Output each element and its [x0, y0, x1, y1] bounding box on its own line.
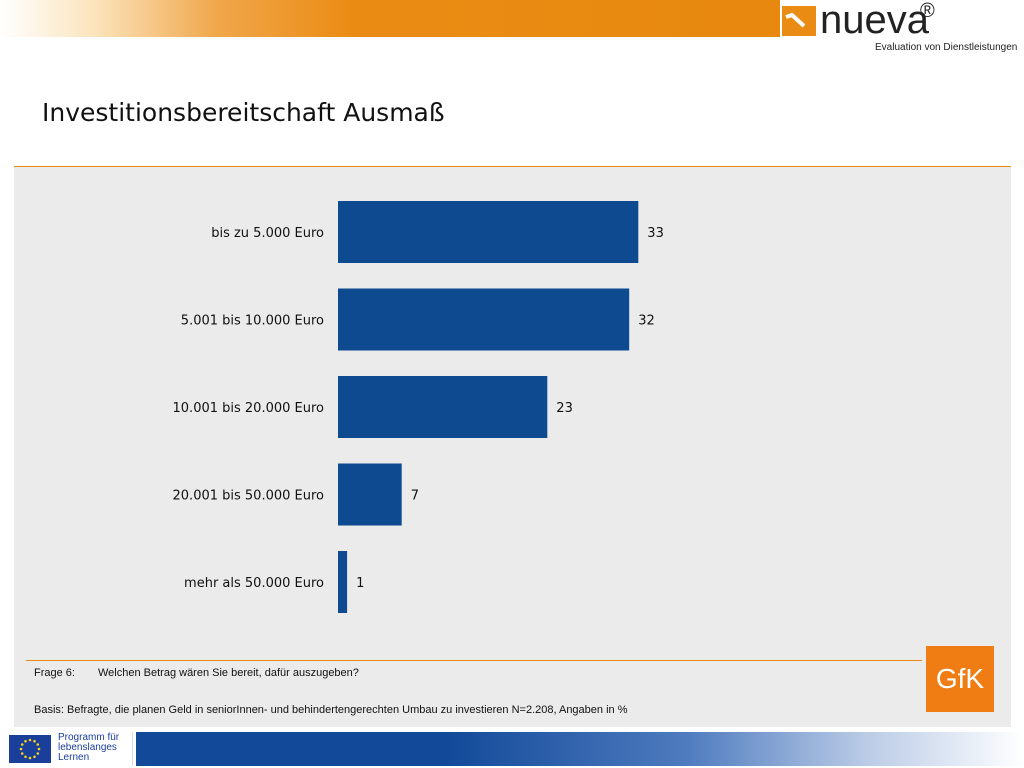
eu-program-line: lebenslanges [58, 742, 117, 753]
eu-program-line: Programm für [58, 732, 120, 743]
eu-star-icon [24, 755, 27, 759]
eu-program-box: Programm für lebenslanges Lernen [6, 732, 133, 766]
eu-star-icon [36, 752, 40, 755]
basis-note: Basis: Befragte, die planen Geld in seni… [34, 704, 628, 716]
category-label: bis zu 5.000 Euro [211, 226, 324, 241]
question-line: Frage 6: Welchen Betrag wären Sie bereit,… [34, 667, 359, 679]
nueva-logo: nueva ® Evaluation von Dienstleistungen [780, 0, 1024, 62]
category-label: mehr als 50.000 Euro [184, 576, 324, 591]
category-label: 5.001 bis 10.000 Euro [181, 314, 324, 329]
eu-program-line: Lernen [58, 752, 90, 763]
question-label: Frage 6: [34, 667, 75, 679]
eu-star-icon [33, 739, 36, 743]
nueva-logo-mark-icon [782, 6, 816, 36]
bar [338, 463, 402, 526]
question-text: Welchen Betrag wären Sie bereit, dafür a… [98, 667, 359, 679]
logo-subtitle: Evaluation von Dienstleistungen [875, 42, 1018, 53]
eu-star-icon [28, 756, 32, 760]
eu-star-icon [19, 747, 23, 751]
value-label: 32 [638, 314, 655, 329]
page-title: Investitionsbereitschaft Ausmaß [42, 98, 445, 127]
category-label: 20.001 bis 50.000 Euro [173, 489, 325, 504]
eu-star-icon [28, 738, 32, 742]
logo-wordmark: nueva [820, 0, 929, 42]
bar [338, 376, 548, 438]
gfk-logo: GfK [926, 646, 994, 712]
value-label: 1 [356, 576, 364, 591]
bottom-blue-band [136, 732, 1024, 766]
value-label: 7 [411, 489, 419, 504]
value-label: 23 [556, 401, 573, 416]
eu-star-icon [33, 755, 36, 759]
eu-flag-icon [9, 735, 51, 763]
value-label: 33 [647, 226, 664, 241]
bar-chart: bis zu 5.000 Euro 33 5.001 bis 10.000 Euro… [173, 201, 664, 613]
bar [338, 288, 630, 351]
bar [338, 551, 348, 613]
eu-star-icon [20, 752, 24, 755]
eu-star-icon [24, 739, 27, 743]
header-gradient-bar [0, 0, 780, 37]
eu-star-icon [36, 743, 40, 746]
logo-registered-mark: ® [920, 0, 935, 22]
footer-divider [26, 660, 922, 661]
eu-star-icon [20, 743, 24, 746]
category-label: 10.001 bis 20.000 Euro [173, 401, 325, 416]
eu-program-text: Programm für lebenslanges Lernen [58, 733, 119, 763]
bar [338, 201, 639, 263]
chart-panel: bis zu 5.000 Euro 33 5.001 bis 10.000 Euro… [14, 166, 1011, 727]
eu-star-icon [37, 747, 41, 751]
